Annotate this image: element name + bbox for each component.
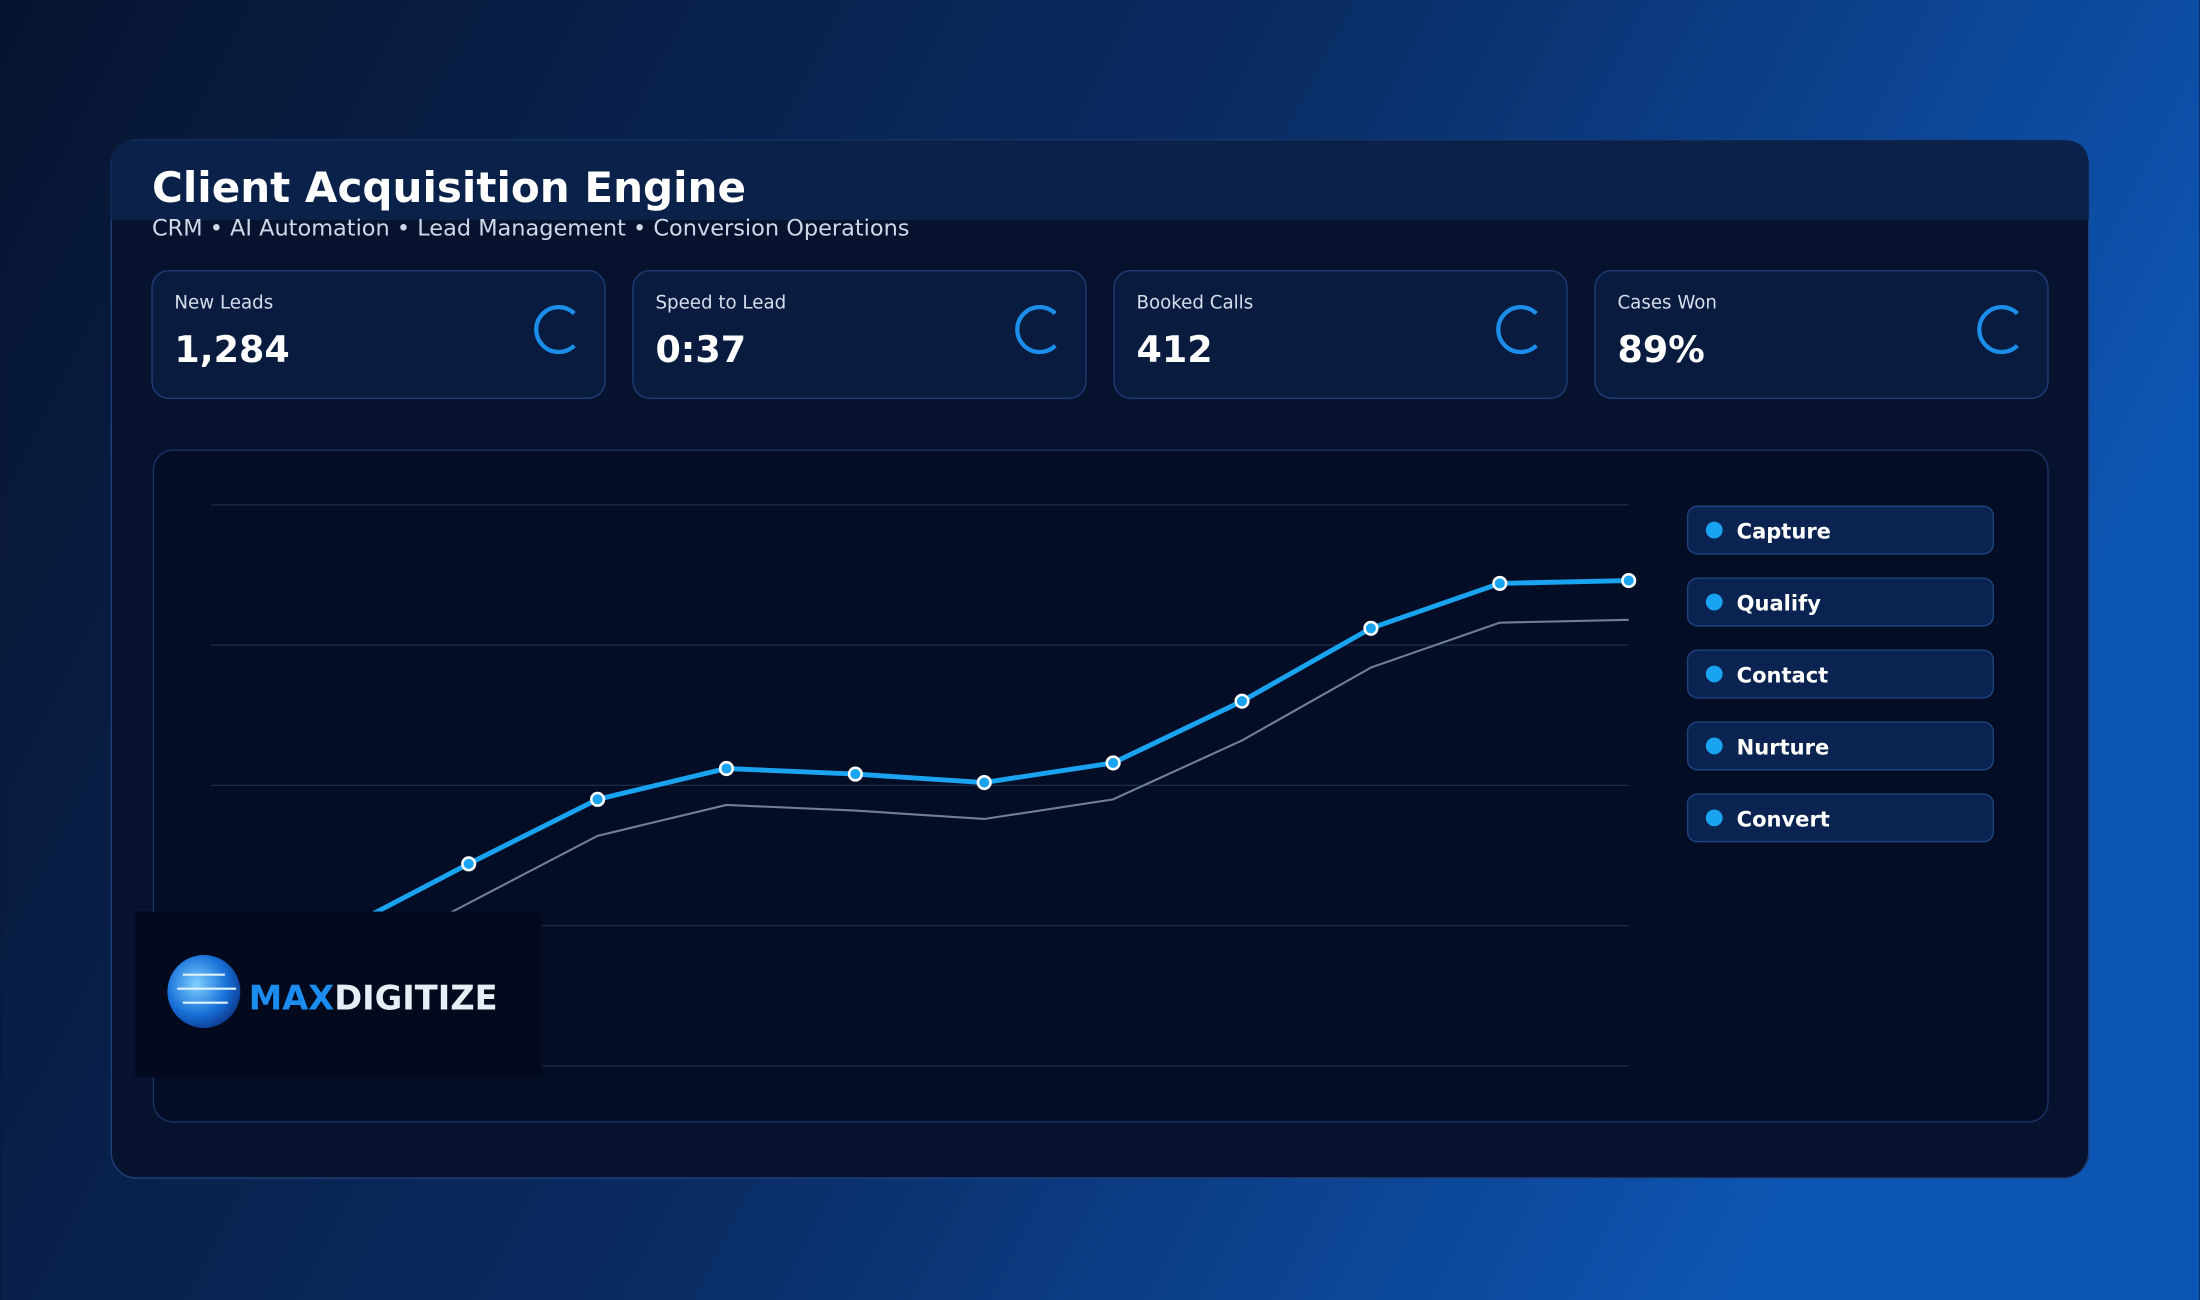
point bbox=[847, 766, 863, 782]
legend-label: Qualify bbox=[1737, 590, 1822, 615]
legend-label: Convert bbox=[1737, 806, 1830, 831]
point bbox=[718, 760, 735, 777]
kpi-card bbox=[151, 269, 606, 399]
legend-item bbox=[1686, 505, 1995, 555]
kpi-value: 1,284 bbox=[174, 328, 289, 371]
legend-item bbox=[1686, 577, 1995, 627]
point bbox=[1105, 755, 1121, 771]
kpi-value: 412 bbox=[1136, 328, 1212, 371]
kpi-label: New Leads bbox=[174, 293, 273, 314]
kpi-cards: New Leads 1,284 Speed to Lead 0:37 Booked Ca… bbox=[151, 269, 2049, 399]
kpi-value: 89% bbox=[1617, 328, 1704, 371]
legend-label: Nurture bbox=[1737, 734, 1830, 759]
logo-part1: MAX bbox=[249, 979, 335, 1018]
spinner bbox=[1015, 305, 1057, 355]
legend-dot bbox=[1705, 809, 1723, 827]
logo-circuit bbox=[177, 973, 237, 1004]
series-line bbox=[209, 578, 1629, 1001]
point bbox=[1363, 620, 1379, 636]
logo-part2: DIGITIZE bbox=[334, 979, 497, 1018]
point bbox=[976, 774, 992, 791]
point bbox=[1234, 693, 1250, 709]
legend-dot bbox=[1705, 521, 1723, 539]
kpi-label: Cases Won bbox=[1617, 293, 1717, 314]
kpi-card bbox=[632, 269, 1087, 399]
kpi-value: 0:37 bbox=[655, 328, 746, 371]
legend-item bbox=[1686, 793, 1995, 843]
point bbox=[461, 856, 477, 872]
legend-item bbox=[1686, 649, 1995, 699]
subtitle: CRM • AI Automation • Lead Management • … bbox=[152, 216, 909, 242]
kpi-label: Booked Calls bbox=[1136, 293, 1253, 314]
spinner bbox=[534, 305, 576, 355]
legend-dot bbox=[1705, 737, 1723, 755]
legend-dot bbox=[1705, 593, 1723, 611]
title: Client Acquisition Engine bbox=[152, 163, 746, 212]
point bbox=[589, 791, 606, 807]
point bbox=[1621, 573, 1637, 589]
spinner bbox=[1496, 305, 1538, 355]
header-band bbox=[111, 140, 2089, 221]
kpi-card bbox=[1113, 269, 1568, 399]
logo-text: MAXDIGITIZE bbox=[249, 979, 498, 1018]
kpi-label: Speed to Lead bbox=[655, 293, 786, 314]
kpi-card bbox=[1594, 269, 2049, 399]
point bbox=[1492, 575, 1508, 591]
spinner bbox=[1977, 305, 2019, 355]
logo-globe bbox=[167, 955, 241, 1028]
legend-label: Capture bbox=[1737, 519, 1831, 544]
legend-item bbox=[1686, 721, 1995, 771]
legend-dot bbox=[1705, 665, 1723, 683]
logo: MAXDIGITIZE bbox=[135, 911, 542, 1078]
legend-label: Contact bbox=[1737, 662, 1829, 687]
